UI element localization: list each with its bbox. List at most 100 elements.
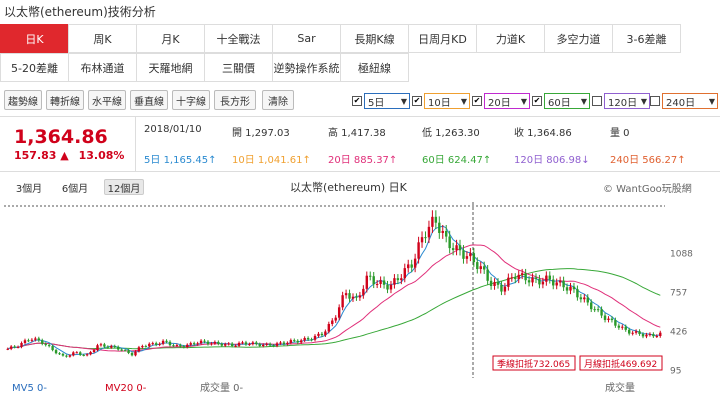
- tab-row2-2[interactable]: 天羅地網: [136, 53, 205, 82]
- candle-body: [258, 344, 261, 347]
- candle-body: [244, 342, 248, 345]
- ma-5-control: ✔ 5日 ▼: [352, 93, 410, 109]
- ma-120-select[interactable]: 120日 ▼: [604, 93, 650, 109]
- ma-5-checkbox[interactable]: ✔: [352, 96, 362, 106]
- candle-body: [400, 278, 403, 281]
- candle-body: [234, 345, 237, 347]
- candle-body: [579, 297, 583, 300]
- candle-body: [144, 346, 148, 348]
- tab-row2-3[interactable]: 三關價: [204, 53, 273, 82]
- tab-0[interactable]: 日K: [0, 24, 69, 53]
- ma-60-checkbox[interactable]: ✔: [532, 96, 542, 106]
- candle-body: [262, 344, 265, 347]
- candle-body: [641, 334, 645, 337]
- tab-3[interactable]: 十全戰法: [204, 24, 273, 53]
- tab-row2-4[interactable]: 逆勢操作系統: [272, 53, 341, 82]
- candle-body: [652, 334, 655, 337]
- tab-4[interactable]: Sar: [272, 24, 341, 53]
- candle-body: [538, 278, 541, 285]
- ma20-line: [7, 244, 661, 352]
- ma-20-select[interactable]: 20日 ▼: [484, 93, 530, 109]
- tab-1[interactable]: 周K: [68, 24, 137, 53]
- range-6m-button[interactable]: 6個月: [61, 183, 89, 195]
- turning-line-button[interactable]: 轉折線: [46, 90, 84, 110]
- candle-body: [420, 237, 424, 243]
- candle-body: [337, 307, 341, 318]
- tab-5[interactable]: 長期K線: [340, 24, 409, 53]
- ma-240-select[interactable]: 240日 ▼: [662, 93, 718, 109]
- tab-row2-0[interactable]: 5-20差離: [0, 53, 69, 82]
- candle-body: [462, 250, 465, 259]
- tab-row2-1[interactable]: 布林通道: [68, 53, 137, 82]
- ma-10-checkbox[interactable]: ✔: [412, 96, 422, 106]
- tab-6[interactable]: 日周月KD: [408, 24, 477, 53]
- quote-date: 2018/01/10: [144, 124, 202, 135]
- candle-body: [75, 352, 78, 354]
- candle-body: [20, 342, 23, 347]
- candle-body: [51, 346, 54, 351]
- page-title: 以太幣(ethereum)技術分析: [4, 5, 156, 19]
- trendline-button[interactable]: 趨勢線: [4, 90, 42, 110]
- candle-body: [369, 275, 372, 277]
- candle-body: [272, 345, 275, 347]
- candle-body: [206, 341, 210, 345]
- range-12m-button[interactable]: 12個月: [104, 179, 144, 195]
- ma-120-checkbox[interactable]: [592, 96, 602, 106]
- crosshair-button[interactable]: 十字線: [172, 90, 210, 110]
- tab-9[interactable]: 3-6差離: [612, 24, 681, 53]
- candle-body: [417, 242, 420, 259]
- tab-2[interactable]: 月K: [136, 24, 205, 53]
- candle-body: [531, 277, 534, 283]
- candle-body: [320, 333, 324, 336]
- ma5-value: 5日 1,165.45↑: [144, 155, 217, 166]
- candle-body: [407, 264, 410, 269]
- ma-10-select[interactable]: 10日 ▼: [424, 93, 470, 109]
- candle-body: [210, 343, 213, 345]
- volume-label: MV5 0-: [12, 383, 47, 394]
- candle-body: [103, 344, 106, 347]
- range-3m-button[interactable]: 3個月: [15, 183, 43, 195]
- candlestick-chart[interactable]: 1088 757 426 95 季線扣抵732.065 月線扣抵469.692 MV5 …: [0, 198, 720, 401]
- candle-body: [524, 273, 527, 281]
- divider: [135, 117, 136, 171]
- ma-60-select[interactable]: 60日 ▼: [544, 93, 590, 109]
- candle-body: [638, 331, 641, 335]
- rectangle-button[interactable]: 長方形: [214, 90, 256, 110]
- vertical-line-button[interactable]: 垂直線: [130, 90, 168, 110]
- tab-7[interactable]: 力道K: [476, 24, 545, 53]
- candle-body: [327, 323, 331, 332]
- candle-body: [569, 286, 572, 291]
- candle-body: [151, 343, 154, 345]
- price-change: 157.83 ▲ 13.08%: [14, 149, 124, 162]
- candle-body: [424, 237, 427, 239]
- candle-body: [279, 342, 282, 344]
- candle-body: [220, 343, 223, 346]
- ma-5-select[interactable]: 5日 ▼: [364, 93, 410, 109]
- horizontal-line-button[interactable]: 水平線: [88, 90, 126, 110]
- ma-10-control: ✔ 10日 ▼: [412, 93, 470, 109]
- candle-body: [68, 355, 72, 357]
- candle-body: [596, 309, 600, 311]
- ma-20-checkbox[interactable]: ✔: [472, 96, 482, 106]
- candle-body: [199, 340, 203, 344]
- candle-body: [196, 343, 199, 345]
- brand-watermark: © WantGoo玩股網: [603, 184, 692, 195]
- candle-body: [358, 295, 362, 298]
- clear-button[interactable]: 清除: [262, 90, 294, 110]
- candle-body: [89, 352, 92, 355]
- candle-body: [158, 343, 161, 345]
- candle-body: [65, 355, 68, 357]
- candle-body: [82, 354, 85, 356]
- tab-row2-5[interactable]: 極紐線: [340, 53, 409, 82]
- last-price: 1,364.86: [14, 126, 108, 148]
- tab-8[interactable]: 多空力道: [544, 24, 613, 53]
- candle-body: [286, 342, 289, 345]
- candle-body: [455, 245, 458, 251]
- candle-body: [154, 343, 158, 345]
- candle-body: [413, 258, 417, 268]
- candle-body: [558, 280, 562, 283]
- ma-240-checkbox[interactable]: [650, 96, 660, 106]
- candle-body: [37, 338, 41, 341]
- candle-body: [624, 326, 627, 330]
- candle-body: [192, 343, 196, 345]
